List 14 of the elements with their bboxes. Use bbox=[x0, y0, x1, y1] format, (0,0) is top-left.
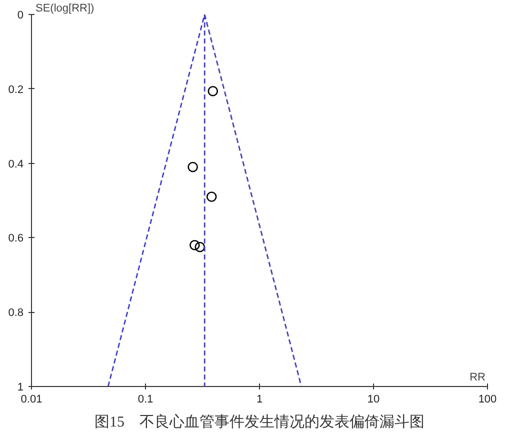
y-axis-title: SE(log[RR]) bbox=[36, 2, 94, 14]
x-tick-label: 10 bbox=[367, 394, 380, 406]
caption: 图15 不良心血管事件发生情况的发表偏倚漏斗图 bbox=[94, 414, 424, 430]
x-tick-label: 100 bbox=[478, 394, 497, 406]
y-tick-label: 0.6 bbox=[8, 232, 24, 245]
x-tick-label: 0.01 bbox=[20, 394, 42, 406]
x-tick-label: 1 bbox=[256, 394, 263, 406]
x-axis-title: RR bbox=[470, 372, 486, 384]
y-tick-label: 0 bbox=[17, 10, 24, 22]
y-tick-label: 1 bbox=[17, 382, 24, 394]
y-tick-label: 0.8 bbox=[8, 307, 24, 320]
x-tick-label: 0.1 bbox=[138, 394, 154, 406]
y-tick-label: 0.2 bbox=[8, 84, 24, 96]
y-tick-label: 0.4 bbox=[8, 158, 24, 170]
